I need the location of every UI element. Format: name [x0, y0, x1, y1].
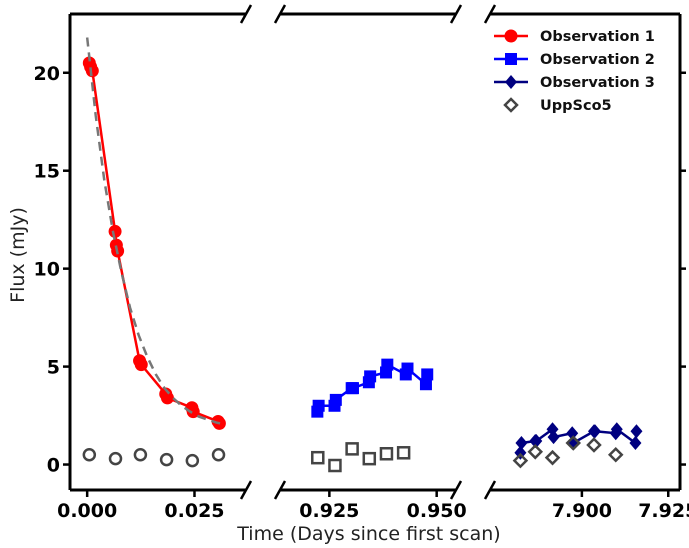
axis-break-mark [273, 4, 287, 24]
data-point [133, 447, 148, 462]
legend-entry: Observation 1 [494, 29, 655, 45]
fit-curve [85, 37, 221, 425]
x-tick-label: 0.000 [57, 500, 117, 522]
series-2 [311, 358, 434, 418]
legend-label: Observation 1 [540, 29, 655, 45]
y-axis-label: Flux (mJy) [7, 207, 29, 303]
data-point [364, 370, 377, 383]
y-tick-label: 20 [34, 63, 60, 85]
series-4 [82, 435, 624, 473]
data-point [610, 422, 623, 437]
data-point [160, 391, 174, 405]
data-point [134, 358, 148, 372]
data-point [396, 446, 411, 460]
data-point [346, 382, 359, 395]
data-point [527, 444, 544, 460]
y-tick-label: 10 [34, 259, 60, 281]
y-tick-label: 5 [47, 357, 60, 379]
axis-break-mark [239, 4, 253, 24]
series-line [88, 62, 221, 425]
legend-label: UppSco5 [540, 98, 612, 114]
data-point [345, 442, 359, 456]
data-point [159, 452, 174, 467]
data-point [515, 435, 528, 450]
legend-marker [504, 29, 518, 43]
chart-panels: 0.000 0.025 0.925 0.950 7.900 7.925 0 5 10 15 20 [34, 4, 689, 522]
x-tick-label: 0.950 [407, 500, 467, 522]
data-point [186, 405, 200, 419]
data-point [565, 435, 582, 451]
data-point [82, 447, 97, 462]
data-point [589, 424, 602, 439]
data-point [211, 447, 226, 462]
data-point [530, 434, 543, 449]
data-point [185, 453, 200, 468]
data-point [629, 435, 642, 450]
data-point [607, 446, 624, 463]
data-point [108, 451, 123, 466]
x-tick-label: 0.925 [299, 500, 359, 522]
data-point [381, 358, 394, 371]
data-point [329, 393, 342, 406]
data-point [512, 452, 529, 469]
panel-3: 7.900 7.925 [483, 4, 689, 522]
axis-break-mark [239, 480, 253, 500]
legend-label: Observation 2 [540, 52, 655, 68]
data-point [401, 362, 414, 375]
legend-entry: Observation 2 [494, 52, 655, 68]
axis-break-mark [483, 480, 497, 500]
legend-marker [505, 75, 517, 89]
data-point [630, 424, 643, 439]
y-tick-label: 0 [47, 455, 60, 477]
data-point [328, 458, 342, 473]
axis-break-mark [449, 4, 463, 24]
legend-entry: Observation 3 [494, 75, 655, 91]
axis-break-mark [273, 480, 287, 500]
axis-break-mark [483, 4, 497, 24]
data-point [311, 450, 325, 465]
x-tick-label: 0.025 [164, 500, 224, 522]
legend-label: Observation 3 [540, 75, 655, 91]
data-point [544, 449, 561, 466]
panel-2: 0.925 0.950 [273, 4, 467, 522]
data-point [362, 451, 377, 466]
y-axis: 0 5 10 15 20 [34, 63, 686, 477]
y-tick-label: 15 [34, 161, 60, 183]
series-1 [82, 56, 226, 430]
data-point [566, 426, 579, 441]
x-tick-label: 7.900 [552, 500, 612, 522]
legend-entry: UppSco5 [503, 97, 612, 114]
x-axis-label: Time (Days since first scan) [236, 523, 500, 545]
x-tick-label: 7.925 [638, 500, 689, 522]
axis-break-mark [449, 480, 463, 500]
data-point [547, 430, 560, 445]
data-point [586, 437, 602, 453]
legend-marker [503, 97, 519, 113]
panel-1: 0.000 0.025 [57, 4, 253, 522]
data-point [419, 378, 432, 391]
data-point [421, 368, 434, 381]
data-point [379, 447, 394, 461]
chart-legend: Observation 1 Observation 2 Observation 3 U… [494, 29, 655, 114]
legend-marker [505, 53, 517, 65]
data-point [312, 399, 325, 412]
